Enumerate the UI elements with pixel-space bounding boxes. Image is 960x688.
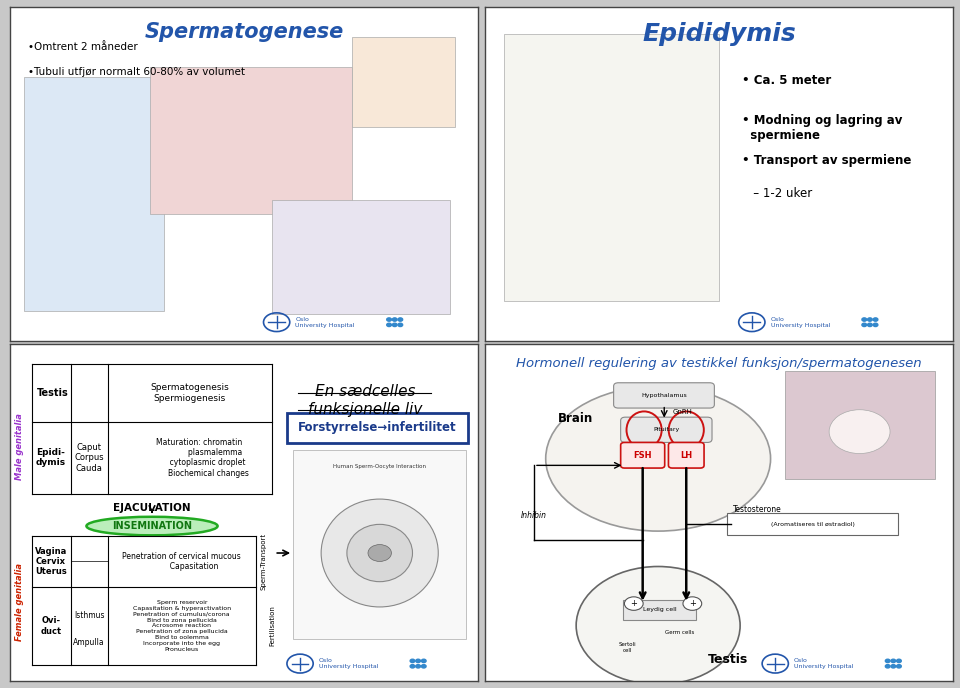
Circle shape xyxy=(576,566,740,685)
Circle shape xyxy=(387,323,392,327)
FancyBboxPatch shape xyxy=(272,200,450,314)
FancyBboxPatch shape xyxy=(727,513,899,535)
Text: Epidi-
dymis: Epidi- dymis xyxy=(36,448,66,467)
Text: EJACULATION: EJACULATION xyxy=(113,502,191,513)
Text: •Omtrent 2 måneder: •Omtrent 2 måneder xyxy=(29,42,138,52)
FancyBboxPatch shape xyxy=(287,413,468,443)
Text: Male genitalia: Male genitalia xyxy=(15,413,24,480)
FancyBboxPatch shape xyxy=(668,442,704,468)
Circle shape xyxy=(416,659,420,663)
Text: Ovi-
duct: Ovi- duct xyxy=(40,616,61,636)
Text: FSH: FSH xyxy=(634,451,652,460)
Circle shape xyxy=(416,665,420,668)
Text: (Aromatiseres til østradiol): (Aromatiseres til østradiol) xyxy=(771,522,854,526)
Text: Epididymis: Epididymis xyxy=(642,22,796,46)
Text: Caput
Corpus
Cauda: Caput Corpus Cauda xyxy=(75,443,104,473)
Circle shape xyxy=(862,318,867,321)
Circle shape xyxy=(393,323,397,327)
Text: Testosterone: Testosterone xyxy=(733,505,781,514)
Circle shape xyxy=(368,545,392,561)
FancyBboxPatch shape xyxy=(784,371,934,479)
Text: Fertilisation: Fertilisation xyxy=(269,605,275,646)
Ellipse shape xyxy=(86,517,218,535)
Text: INSEMINATION: INSEMINATION xyxy=(112,521,192,531)
Circle shape xyxy=(868,323,873,327)
Ellipse shape xyxy=(347,524,413,581)
Text: Isthmus: Isthmus xyxy=(74,611,105,620)
Circle shape xyxy=(624,596,643,610)
Text: •Tubuli utfjør normalt 60-80% av volumet: •Tubuli utfjør normalt 60-80% av volumet xyxy=(29,67,246,77)
FancyBboxPatch shape xyxy=(293,450,467,639)
Text: Sperm reservoir
Capasitation & hyperactivation
Penetration of cumulus/corona
Bin: Sperm reservoir Capasitation & hyperacti… xyxy=(132,600,230,652)
Text: +: + xyxy=(631,599,637,608)
Circle shape xyxy=(885,659,890,663)
Text: Hypothalamus: Hypothalamus xyxy=(641,393,687,398)
Text: Spermatogenesis
Spermiogenesis: Spermatogenesis Spermiogenesis xyxy=(151,383,229,402)
Circle shape xyxy=(868,318,873,321)
Circle shape xyxy=(410,665,415,668)
Circle shape xyxy=(393,318,397,321)
Ellipse shape xyxy=(545,386,771,531)
Circle shape xyxy=(862,323,867,327)
Circle shape xyxy=(398,323,402,327)
Text: – 1-2 uker: – 1-2 uker xyxy=(742,187,813,200)
FancyBboxPatch shape xyxy=(623,599,696,621)
Text: +: + xyxy=(689,599,696,608)
Circle shape xyxy=(421,659,426,663)
Text: Pituitary: Pituitary xyxy=(654,427,680,432)
Circle shape xyxy=(387,318,392,321)
Circle shape xyxy=(897,659,901,663)
Text: Human Sperm-Oocyte Interaction: Human Sperm-Oocyte Interaction xyxy=(333,464,426,469)
Circle shape xyxy=(410,659,415,663)
Text: Testis: Testis xyxy=(36,388,68,398)
Text: Germ cells: Germ cells xyxy=(664,630,694,635)
Text: • Transport av spermiene: • Transport av spermiene xyxy=(742,153,912,166)
Circle shape xyxy=(874,323,877,327)
FancyBboxPatch shape xyxy=(24,77,164,310)
Text: Oslo
University Hospital: Oslo University Hospital xyxy=(319,658,378,669)
Text: Oslo
University Hospital: Oslo University Hospital xyxy=(794,658,853,669)
Text: Hormonell regulering av testikkel funksjon/spermatogenesen: Hormonell regulering av testikkel funksj… xyxy=(516,358,922,370)
Text: Sertoli
cell: Sertoli cell xyxy=(619,642,636,653)
Text: Brain: Brain xyxy=(558,411,592,424)
Circle shape xyxy=(891,659,896,663)
Text: LH: LH xyxy=(681,451,692,460)
Circle shape xyxy=(874,318,877,321)
Text: Testis: Testis xyxy=(708,653,749,666)
FancyBboxPatch shape xyxy=(621,442,664,468)
Text: Forstyrrelse→infertilitet: Forstyrrelse→infertilitet xyxy=(298,421,457,434)
Text: Maturation: chromatin
             plasmalemma
       cytoplasmic droplet
      : Maturation: chromatin plasmalemma cytopl… xyxy=(150,438,250,478)
Circle shape xyxy=(885,665,890,668)
Circle shape xyxy=(897,665,901,668)
FancyBboxPatch shape xyxy=(351,37,455,127)
Text: Sperm-Transport: Sperm-Transport xyxy=(261,533,267,590)
Text: GnRH: GnRH xyxy=(672,409,692,416)
Circle shape xyxy=(891,665,896,668)
Text: Leydig cell: Leydig cell xyxy=(643,608,677,612)
Text: Oslo
University Hospital: Oslo University Hospital xyxy=(771,316,830,327)
Circle shape xyxy=(829,410,890,453)
Text: • Ca. 5 meter: • Ca. 5 meter xyxy=(742,74,831,87)
Text: • Modning og lagring av
  spermiene: • Modning og lagring av spermiene xyxy=(742,114,902,142)
FancyBboxPatch shape xyxy=(504,34,719,301)
Circle shape xyxy=(398,318,402,321)
FancyBboxPatch shape xyxy=(150,67,351,214)
Circle shape xyxy=(683,596,702,610)
FancyBboxPatch shape xyxy=(621,417,712,442)
Text: Spermatogenese: Spermatogenese xyxy=(144,22,344,42)
Text: Female genitalia: Female genitalia xyxy=(15,563,24,641)
Ellipse shape xyxy=(322,499,439,607)
Circle shape xyxy=(421,665,426,668)
Text: Oslo
University Hospital: Oslo University Hospital xyxy=(296,316,355,327)
Text: Vagina
Cervix
Uterus: Vagina Cervix Uterus xyxy=(35,546,67,577)
Text: Penetration of cervical mucous
          Capasitation: Penetration of cervical mucous Capasitat… xyxy=(122,552,241,571)
Text: Ampulla: Ampulla xyxy=(73,638,105,647)
FancyBboxPatch shape xyxy=(613,383,714,408)
Text: En sædcelles
funksjonelle liv: En sædcelles funksjonelle liv xyxy=(308,385,422,417)
Text: Inhibin: Inhibin xyxy=(521,511,547,520)
